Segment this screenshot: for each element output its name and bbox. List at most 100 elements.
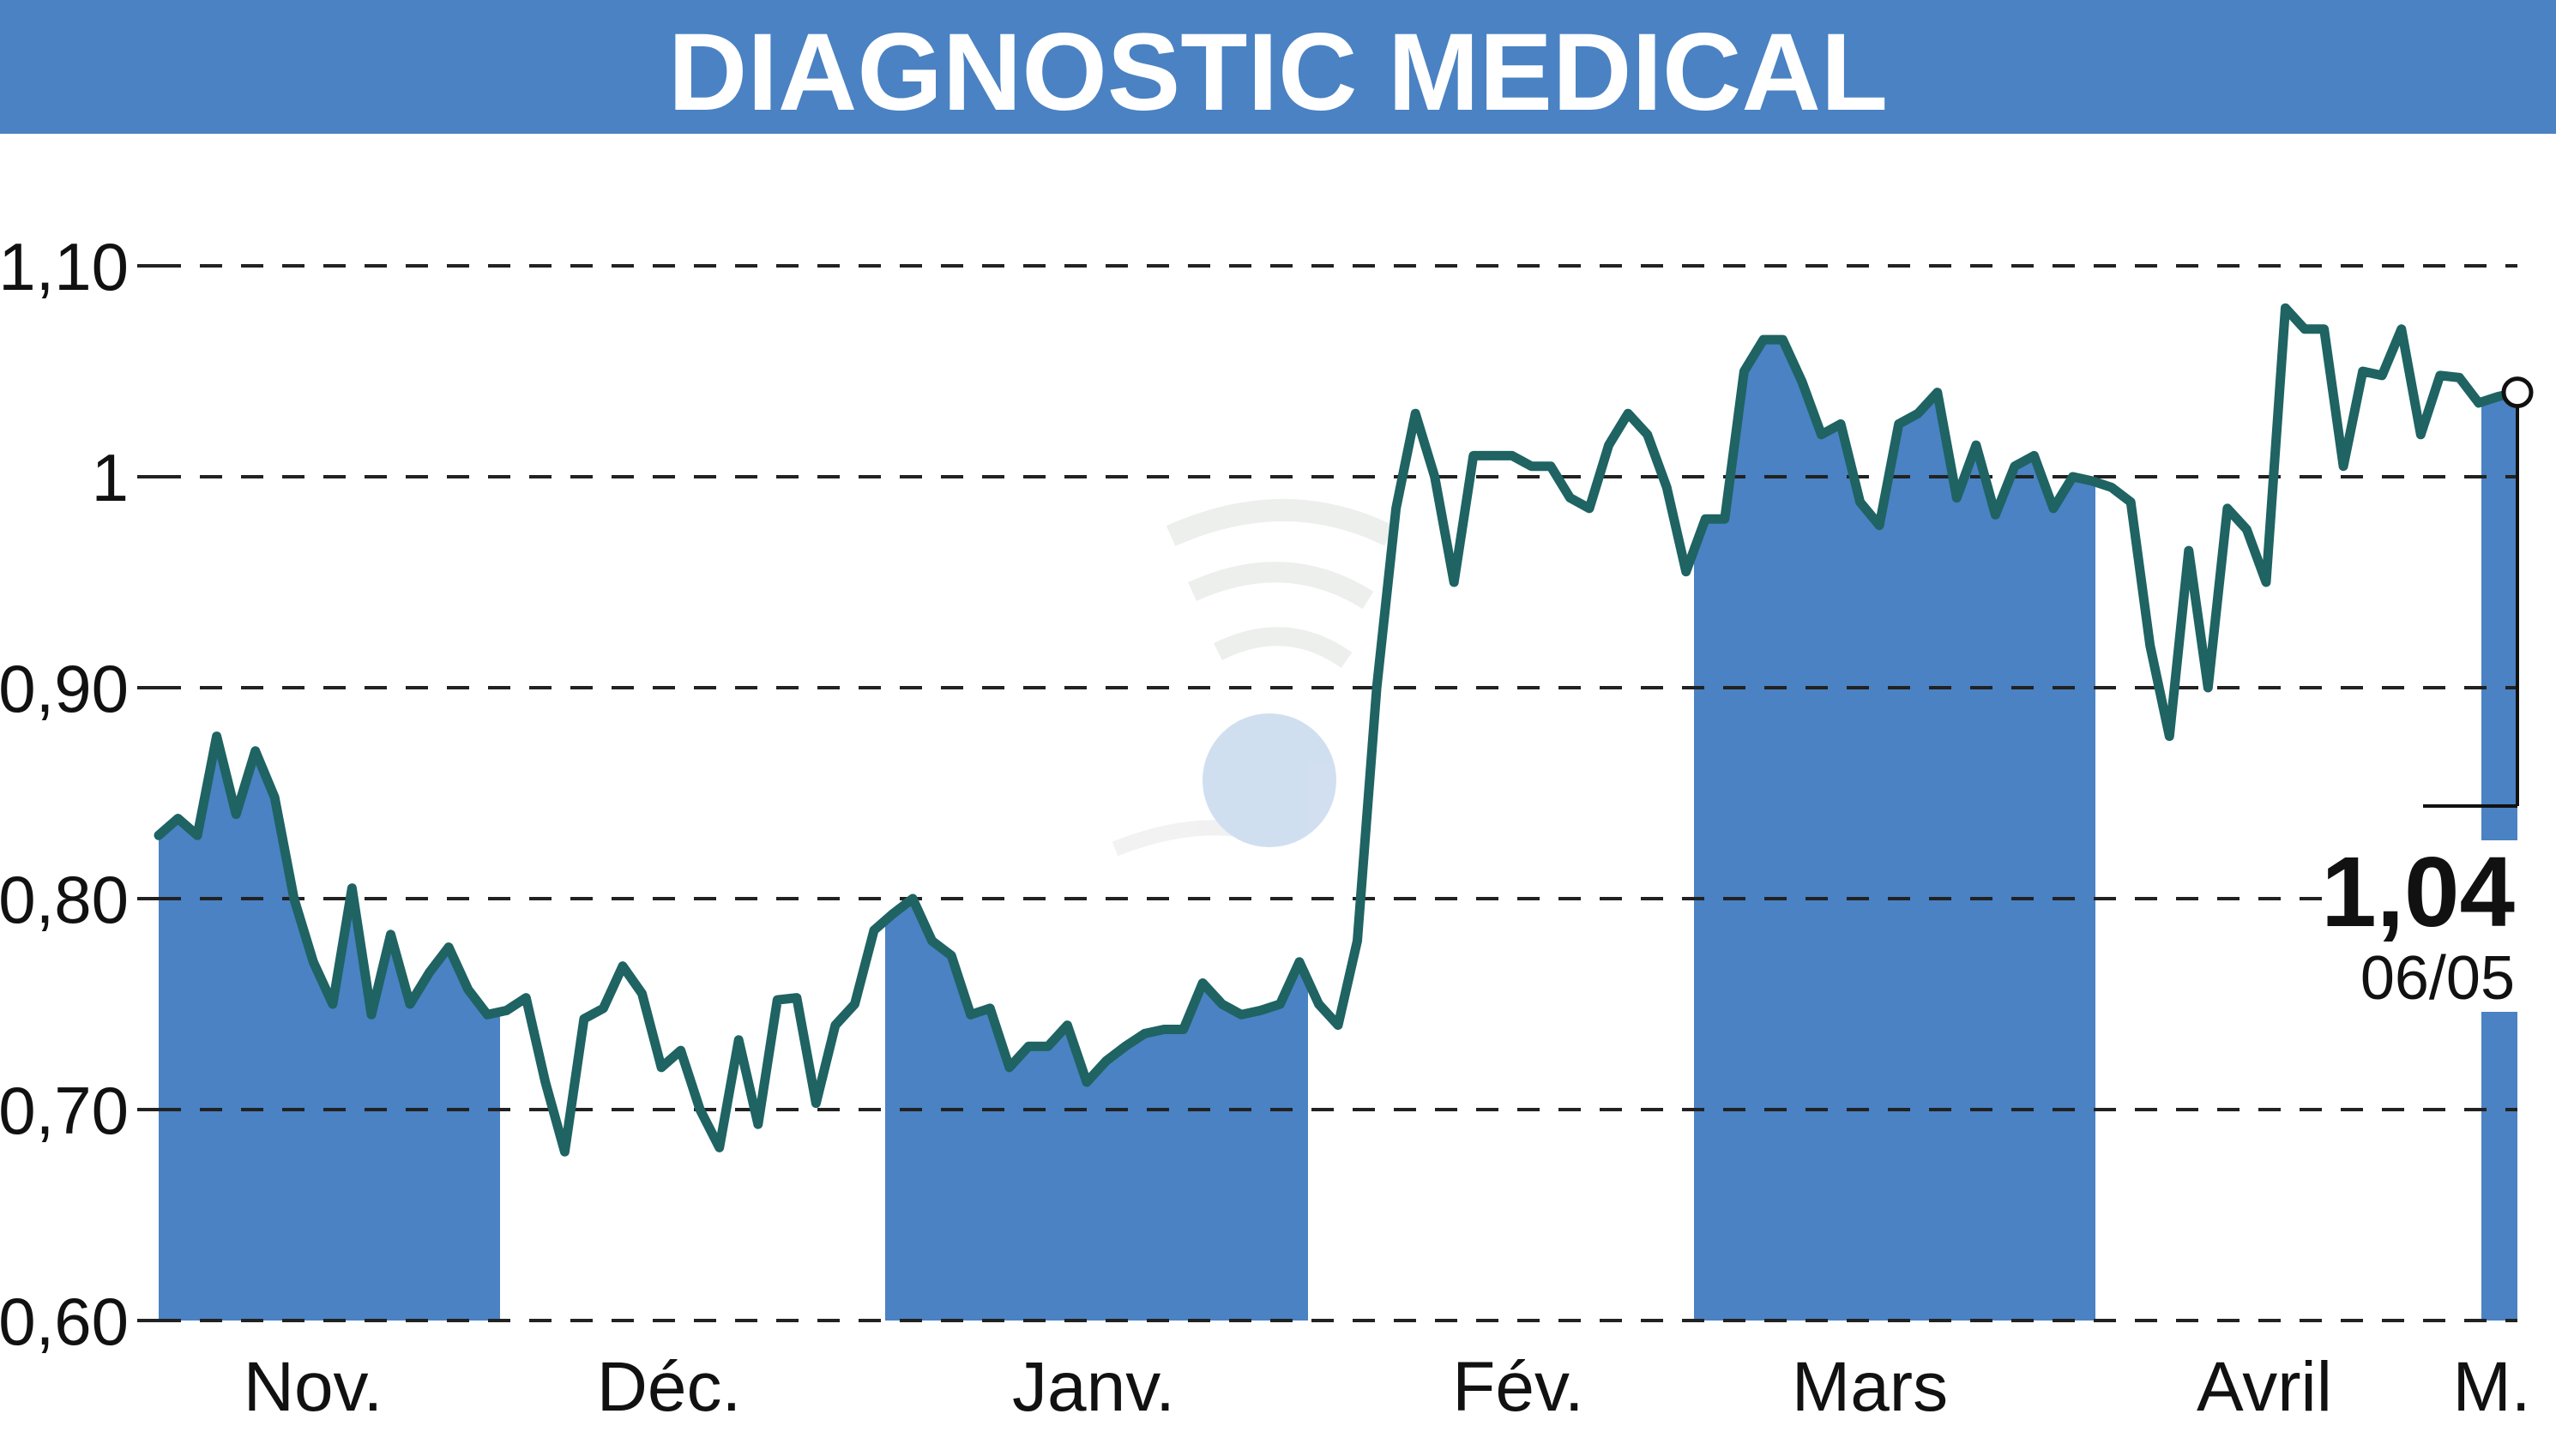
data-point <box>2165 731 2174 741</box>
y-tick-label: 0,80 <box>0 862 129 937</box>
data-point <box>347 883 357 893</box>
month-label: Fév. <box>1452 1348 1583 1426</box>
data-point <box>2435 370 2444 380</box>
data-point <box>1488 451 1498 460</box>
month-label: M. <box>2452 1348 2530 1426</box>
data-point <box>444 942 454 952</box>
y-tick-label: 0,70 <box>0 1073 129 1148</box>
data-point <box>1082 1078 1091 1086</box>
data-point <box>1932 388 1942 397</box>
y-axis-ticks: 0,60 0,70 0,80 0,90 1 1,10 <box>0 229 129 1359</box>
data-point <box>1450 578 1459 587</box>
data-point <box>463 984 473 994</box>
data-point <box>1101 1056 1111 1066</box>
data-point <box>696 1105 705 1114</box>
data-point <box>2145 641 2155 650</box>
data-point <box>2010 461 2019 471</box>
data-point <box>1662 483 1672 492</box>
last-value-marker <box>2501 376 2534 409</box>
data-point <box>328 1000 337 1008</box>
data-point <box>811 1098 821 1108</box>
data-point <box>483 1010 492 1020</box>
data-point <box>1468 451 1478 460</box>
data-point <box>966 1010 975 1020</box>
price-line-group <box>154 303 2523 1157</box>
data-point <box>1758 335 1768 345</box>
data-point <box>2184 546 2193 556</box>
data-point <box>908 894 918 903</box>
data-point <box>2068 472 2077 481</box>
data-point <box>1875 520 1884 530</box>
chart-title: DIAGNOSTIC MEDICAL <box>668 11 1888 134</box>
y-tick-label: 1,10 <box>0 229 129 304</box>
data-point <box>367 1010 376 1020</box>
watermark-logo <box>1112 499 1395 857</box>
data-point <box>193 831 202 840</box>
data-point <box>1798 377 1806 387</box>
data-point <box>1914 409 1923 418</box>
data-point <box>2088 476 2097 485</box>
data-point <box>1778 335 1787 345</box>
data-point <box>309 957 318 966</box>
data-point <box>1643 430 1652 439</box>
data-point <box>2281 304 2290 313</box>
y-tick-label: 0,90 <box>0 651 129 726</box>
data-point <box>657 1062 666 1072</box>
data-point <box>927 936 937 946</box>
data-point <box>1855 497 1865 507</box>
data-point <box>2300 324 2309 334</box>
month-label: Nov. <box>244 1348 383 1426</box>
data-point <box>1140 1029 1149 1038</box>
data-point <box>250 746 260 755</box>
data-point <box>1391 503 1401 513</box>
data-point <box>1043 1042 1052 1051</box>
data-point <box>618 961 627 971</box>
data-point <box>2358 367 2367 376</box>
data-point <box>1198 978 1208 988</box>
data-point <box>2049 503 2058 513</box>
data-point <box>1624 409 1633 418</box>
data-point <box>1817 430 1826 439</box>
data-point <box>599 1003 608 1013</box>
y-tick-label: 1 <box>92 440 129 515</box>
data-point <box>2378 370 2387 380</box>
last-value-label: 1,04 <box>2321 836 2515 948</box>
data-point <box>1160 1025 1169 1034</box>
data-point <box>734 1035 744 1044</box>
data-point <box>2222 503 2232 513</box>
data-point <box>2396 324 2406 334</box>
data-point <box>540 1078 550 1086</box>
data-point <box>270 792 280 802</box>
data-point <box>1063 1020 1072 1030</box>
grid-lines <box>137 264 2517 1322</box>
data-point <box>1411 409 1420 418</box>
data-point <box>232 809 241 819</box>
data-point <box>1681 567 1691 576</box>
data-point <box>830 1020 840 1030</box>
data-point <box>2126 497 2136 507</box>
data-point <box>1720 514 1729 524</box>
data-point <box>212 731 221 741</box>
data-point <box>406 1000 414 1008</box>
x-axis-ticks: Nov. Déc. Janv. Fév. Mars Avril M. <box>244 1348 2531 1426</box>
data-point <box>502 1006 511 1015</box>
data-point <box>425 968 434 978</box>
data-point <box>1971 441 1980 450</box>
data-point <box>1275 1000 1285 1008</box>
data-point <box>1894 419 1903 429</box>
data-point <box>1585 503 1594 513</box>
data-point <box>637 989 647 998</box>
data-point <box>1604 441 1613 450</box>
data-point <box>2455 373 2464 382</box>
data-point <box>2242 525 2252 534</box>
band-mask <box>159 171 2517 1152</box>
data-point <box>1430 472 1439 481</box>
data-point <box>386 930 395 939</box>
data-point <box>1701 514 1710 524</box>
data-point <box>870 925 878 935</box>
month-band-6 <box>2481 232 2517 1321</box>
month-label: Janv. <box>1012 1348 1175 1426</box>
data-point <box>1121 1042 1130 1051</box>
